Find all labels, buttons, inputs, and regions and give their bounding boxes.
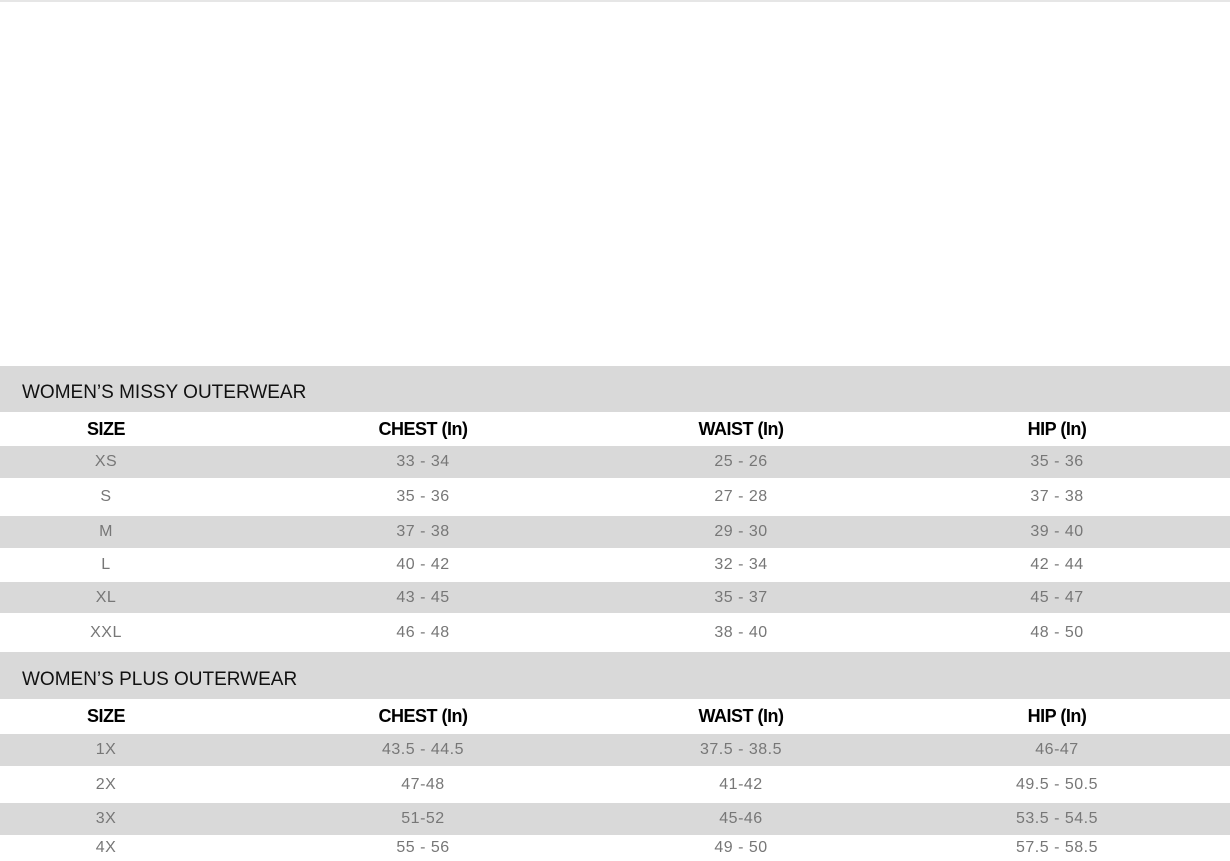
column-header: SIZE	[86, 418, 126, 439]
table-cell: 48 - 50	[1030, 623, 1084, 641]
column-header: CHEST (In)	[378, 418, 469, 439]
table-cell: 45-46	[719, 810, 763, 827]
plus-table-row: 4X 55 - 56 49 - 50 57.5 - 58.5	[0, 835, 1230, 861]
column-header: SIZE	[86, 706, 126, 726]
table-cell: 43 - 45	[396, 588, 450, 606]
missy-table-title: WOMEN’S MISSY OUTERWEAR	[0, 366, 1230, 412]
plus-table-row: 1X 43.5 - 44.5 37.5 - 38.5 46-47	[0, 734, 1230, 766]
plus-table-row: 2X 47-48 41-42 49.5 - 50.5	[0, 766, 1230, 803]
missy-table-row: M 37 - 38 29 - 30 39 - 40	[0, 516, 1230, 548]
table-cell: 45 - 47	[1030, 588, 1084, 606]
table-cell: 25 - 26	[714, 453, 768, 470]
table-cell: 46-47	[1035, 741, 1079, 758]
plus-table-row: 3X 51-52 45-46 53.5 - 54.5	[0, 803, 1230, 835]
missy-table-row: L 40 - 42 32 - 34 42 - 44	[0, 548, 1230, 582]
column-header: WAIST (In)	[698, 418, 784, 439]
table-cell: M	[99, 523, 113, 540]
table-cell: 37 - 38	[1030, 488, 1084, 505]
missy-header-row: SIZE CHEST (In) WAIST (In) HIP (In)	[0, 412, 1230, 446]
table-cell: L	[101, 556, 111, 573]
table-cell: 27 - 28	[714, 488, 768, 505]
table-cell: 41-42	[719, 775, 763, 793]
table-cell: 4X	[95, 839, 117, 856]
table-cell: 1X	[95, 741, 117, 758]
plus-table-title: WOMEN’S PLUS OUTERWEAR	[0, 652, 1230, 699]
column-header: HIP (In)	[1027, 418, 1087, 439]
table-cell: 57.5 - 58.5	[1016, 839, 1098, 856]
table-cell: 37.5 - 38.5	[700, 741, 782, 758]
missy-table-row: XL 43 - 45 35 - 37 45 - 47	[0, 582, 1230, 613]
table-cell: 32 - 34	[714, 556, 768, 573]
table-cell: 51-52	[401, 810, 445, 827]
table-cell: 49.5 - 50.5	[1016, 775, 1098, 793]
table-cell: 33 - 34	[396, 453, 450, 470]
table-cell: XS	[94, 453, 118, 470]
table-cell: 38 - 40	[714, 623, 768, 641]
table-cell: S	[100, 488, 112, 505]
table-cell: 43.5 - 44.5	[382, 741, 464, 758]
missy-table-row: XXL 46 - 48 38 - 40 48 - 50	[0, 613, 1230, 652]
table-cell: XL	[95, 588, 117, 606]
table-cell: 55 - 56	[396, 839, 450, 856]
table-cell: 49 - 50	[714, 839, 768, 856]
column-header: WAIST (In)	[698, 706, 784, 726]
table-cell: 42 - 44	[1030, 556, 1084, 573]
column-header: HIP (In)	[1027, 706, 1087, 726]
table-cell: 46 - 48	[396, 623, 450, 641]
table-cell: XXL	[90, 623, 122, 641]
table-cell: 29 - 30	[714, 523, 768, 540]
table-cell: 35 - 36	[1030, 453, 1084, 470]
table-cell: 35 - 36	[396, 488, 450, 505]
table-cell: 3X	[95, 810, 117, 827]
table-cell: 37 - 38	[396, 523, 450, 540]
table-cell: 53.5 - 54.5	[1016, 810, 1098, 827]
table-cell: 40 - 42	[396, 556, 450, 573]
missy-table-row: S 35 - 36 27 - 28 37 - 38	[0, 478, 1230, 516]
column-header: CHEST (In)	[378, 706, 469, 726]
table-cell: 39 - 40	[1030, 523, 1084, 540]
table-cell: 2X	[95, 775, 117, 793]
top-divider	[0, 0, 1230, 2]
plus-header-row: SIZE CHEST (In) WAIST (In) HIP (In)	[0, 699, 1230, 734]
table-cell: 35 - 37	[714, 588, 768, 606]
missy-table-row: XS 33 - 34 25 - 26 35 - 36	[0, 446, 1230, 478]
table-cell: 47-48	[401, 775, 445, 793]
